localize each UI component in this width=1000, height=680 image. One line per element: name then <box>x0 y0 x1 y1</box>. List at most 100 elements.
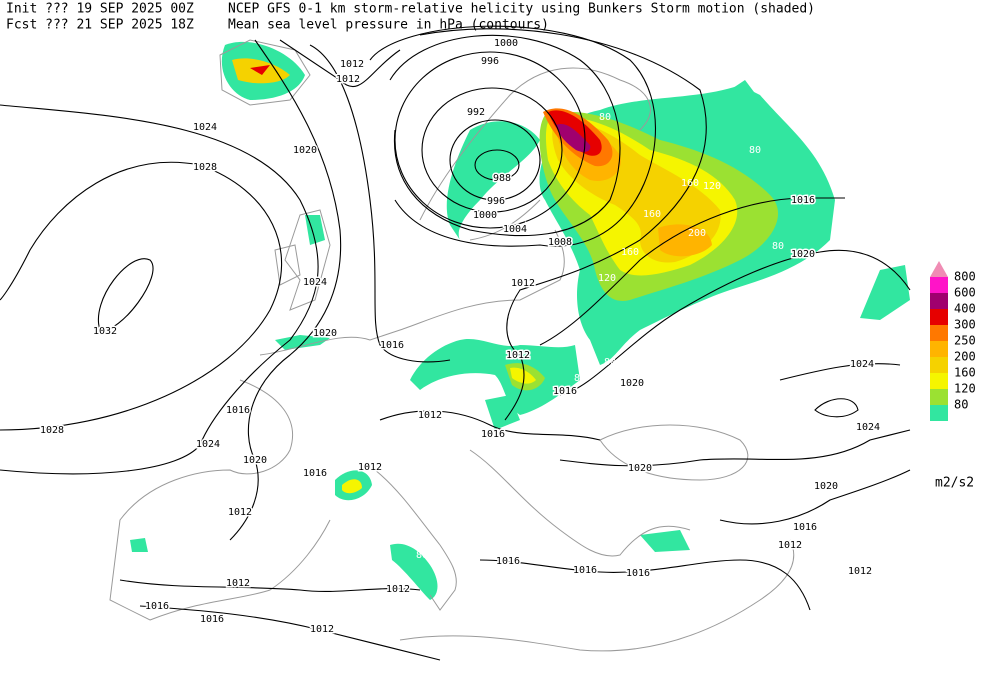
title-line: NCEP GFS 0-1 km storm-relative helicity … <box>228 2 815 17</box>
isobar-label: 1012 <box>778 540 802 551</box>
isobar-label: 1016 <box>496 556 520 567</box>
coastline <box>374 469 457 611</box>
helicity-label: 200 <box>688 228 706 239</box>
isobar-label: 1016 <box>573 565 597 576</box>
isobar-label: 1016 <box>380 340 404 351</box>
shade <box>860 265 910 320</box>
coastline <box>399 539 795 652</box>
isobar <box>0 104 319 475</box>
legend-swatch <box>930 325 948 341</box>
isobar-label: 1020 <box>620 378 644 389</box>
isobar <box>419 28 707 421</box>
isobar-label: 1016 <box>626 568 650 579</box>
shade <box>446 121 540 240</box>
isobar <box>559 249 911 396</box>
legend-swatch <box>930 293 948 309</box>
shade <box>390 543 438 600</box>
legend-label: 300 <box>954 318 976 332</box>
isobar-label: 1008 <box>548 237 572 248</box>
coastline <box>419 67 651 241</box>
isobar <box>449 119 541 201</box>
isobar-label: 1012 <box>226 578 250 589</box>
isobar-label: 988 <box>493 173 511 184</box>
isobars <box>0 25 911 661</box>
helicity-label: 120 <box>703 181 721 192</box>
legend-unit: m2/s2 <box>935 476 974 491</box>
shade <box>130 538 148 552</box>
coastline <box>259 229 565 356</box>
isobar-label: 1024 <box>193 122 217 133</box>
legend-swatch <box>930 405 948 421</box>
isobar <box>559 429 911 467</box>
title-line: Mean sea level pressure in hPa (contours… <box>228 18 549 33</box>
isobar-label: 1020 <box>814 481 838 492</box>
isobar <box>474 149 520 181</box>
shade <box>250 65 270 75</box>
isobar-label: 1024 <box>196 439 220 450</box>
helicity-label: 80 <box>749 145 761 156</box>
isobar-label: 1012 <box>336 74 360 85</box>
isobar-label: 1012 <box>386 584 410 595</box>
isobar-label: 1012 <box>848 566 872 577</box>
helicity-label: 160 <box>621 247 639 258</box>
isobar-label: 1016 <box>226 405 250 416</box>
legend-label: 400 <box>954 302 976 316</box>
isobar <box>369 25 657 247</box>
helicity-label: 80 <box>599 112 611 123</box>
isobar-label: 1012 <box>228 507 252 518</box>
init-line: Init ??? 19 SEP 2025 00Z <box>6 2 194 17</box>
isobar-label: 992 <box>467 107 485 118</box>
helicity-label: 160 <box>643 209 661 220</box>
isobar <box>379 410 601 441</box>
shade <box>730 80 760 110</box>
isobar-label: 1016 <box>791 195 815 206</box>
legend-swatch <box>930 357 948 373</box>
helicity-label: 80 <box>772 241 784 252</box>
isobar <box>394 51 586 229</box>
isobar-label: 1012 <box>511 278 535 289</box>
shade <box>658 224 712 257</box>
isobar-label: 1024 <box>856 422 880 433</box>
shade <box>510 367 536 384</box>
isobar <box>119 579 421 592</box>
isobar-label: 1016 <box>145 601 169 612</box>
isobar <box>309 44 451 363</box>
helicity-label: 120 <box>598 273 616 284</box>
isobar-label: 1024 <box>303 277 327 288</box>
isobar-label: 1016 <box>200 614 224 625</box>
coastlines <box>109 39 795 652</box>
shade <box>556 124 591 153</box>
isobar-label: 1012 <box>418 410 442 421</box>
legend-swatch <box>930 389 948 405</box>
isobar-label: 1032 <box>93 326 117 337</box>
isobar-label: 996 <box>487 196 505 207</box>
isobar-label: 1020 <box>293 145 317 156</box>
legend-label: 120 <box>954 382 976 396</box>
legend-label: 600 <box>954 286 976 300</box>
isobar-label: 996 <box>481 56 499 67</box>
shade <box>275 335 330 350</box>
legend-swatch <box>930 341 948 357</box>
coastline <box>469 449 691 557</box>
helicity-label: 160 <box>681 178 699 189</box>
helicity-label: 80 <box>604 357 616 368</box>
isobar-label: 1024 <box>850 359 874 370</box>
legend-swatch <box>930 309 948 325</box>
shade <box>410 338 580 415</box>
isobar-label: 1012 <box>310 624 334 635</box>
legend-overflow <box>930 261 948 277</box>
coastline <box>219 39 311 106</box>
isobar-label: 1012 <box>340 59 364 70</box>
legend-label: 200 <box>954 350 976 364</box>
legend-swatch <box>930 373 948 389</box>
legend-label: 160 <box>954 366 976 380</box>
legend-label: 800 <box>954 270 976 284</box>
isobar-label: 1020 <box>628 463 652 474</box>
legend-swatch <box>930 277 948 293</box>
isobar <box>779 363 901 418</box>
coastline <box>284 209 331 311</box>
isobar-label: 1004 <box>503 224 527 235</box>
isobar-label: 1028 <box>40 425 64 436</box>
isobar-label: 1020 <box>791 249 815 260</box>
